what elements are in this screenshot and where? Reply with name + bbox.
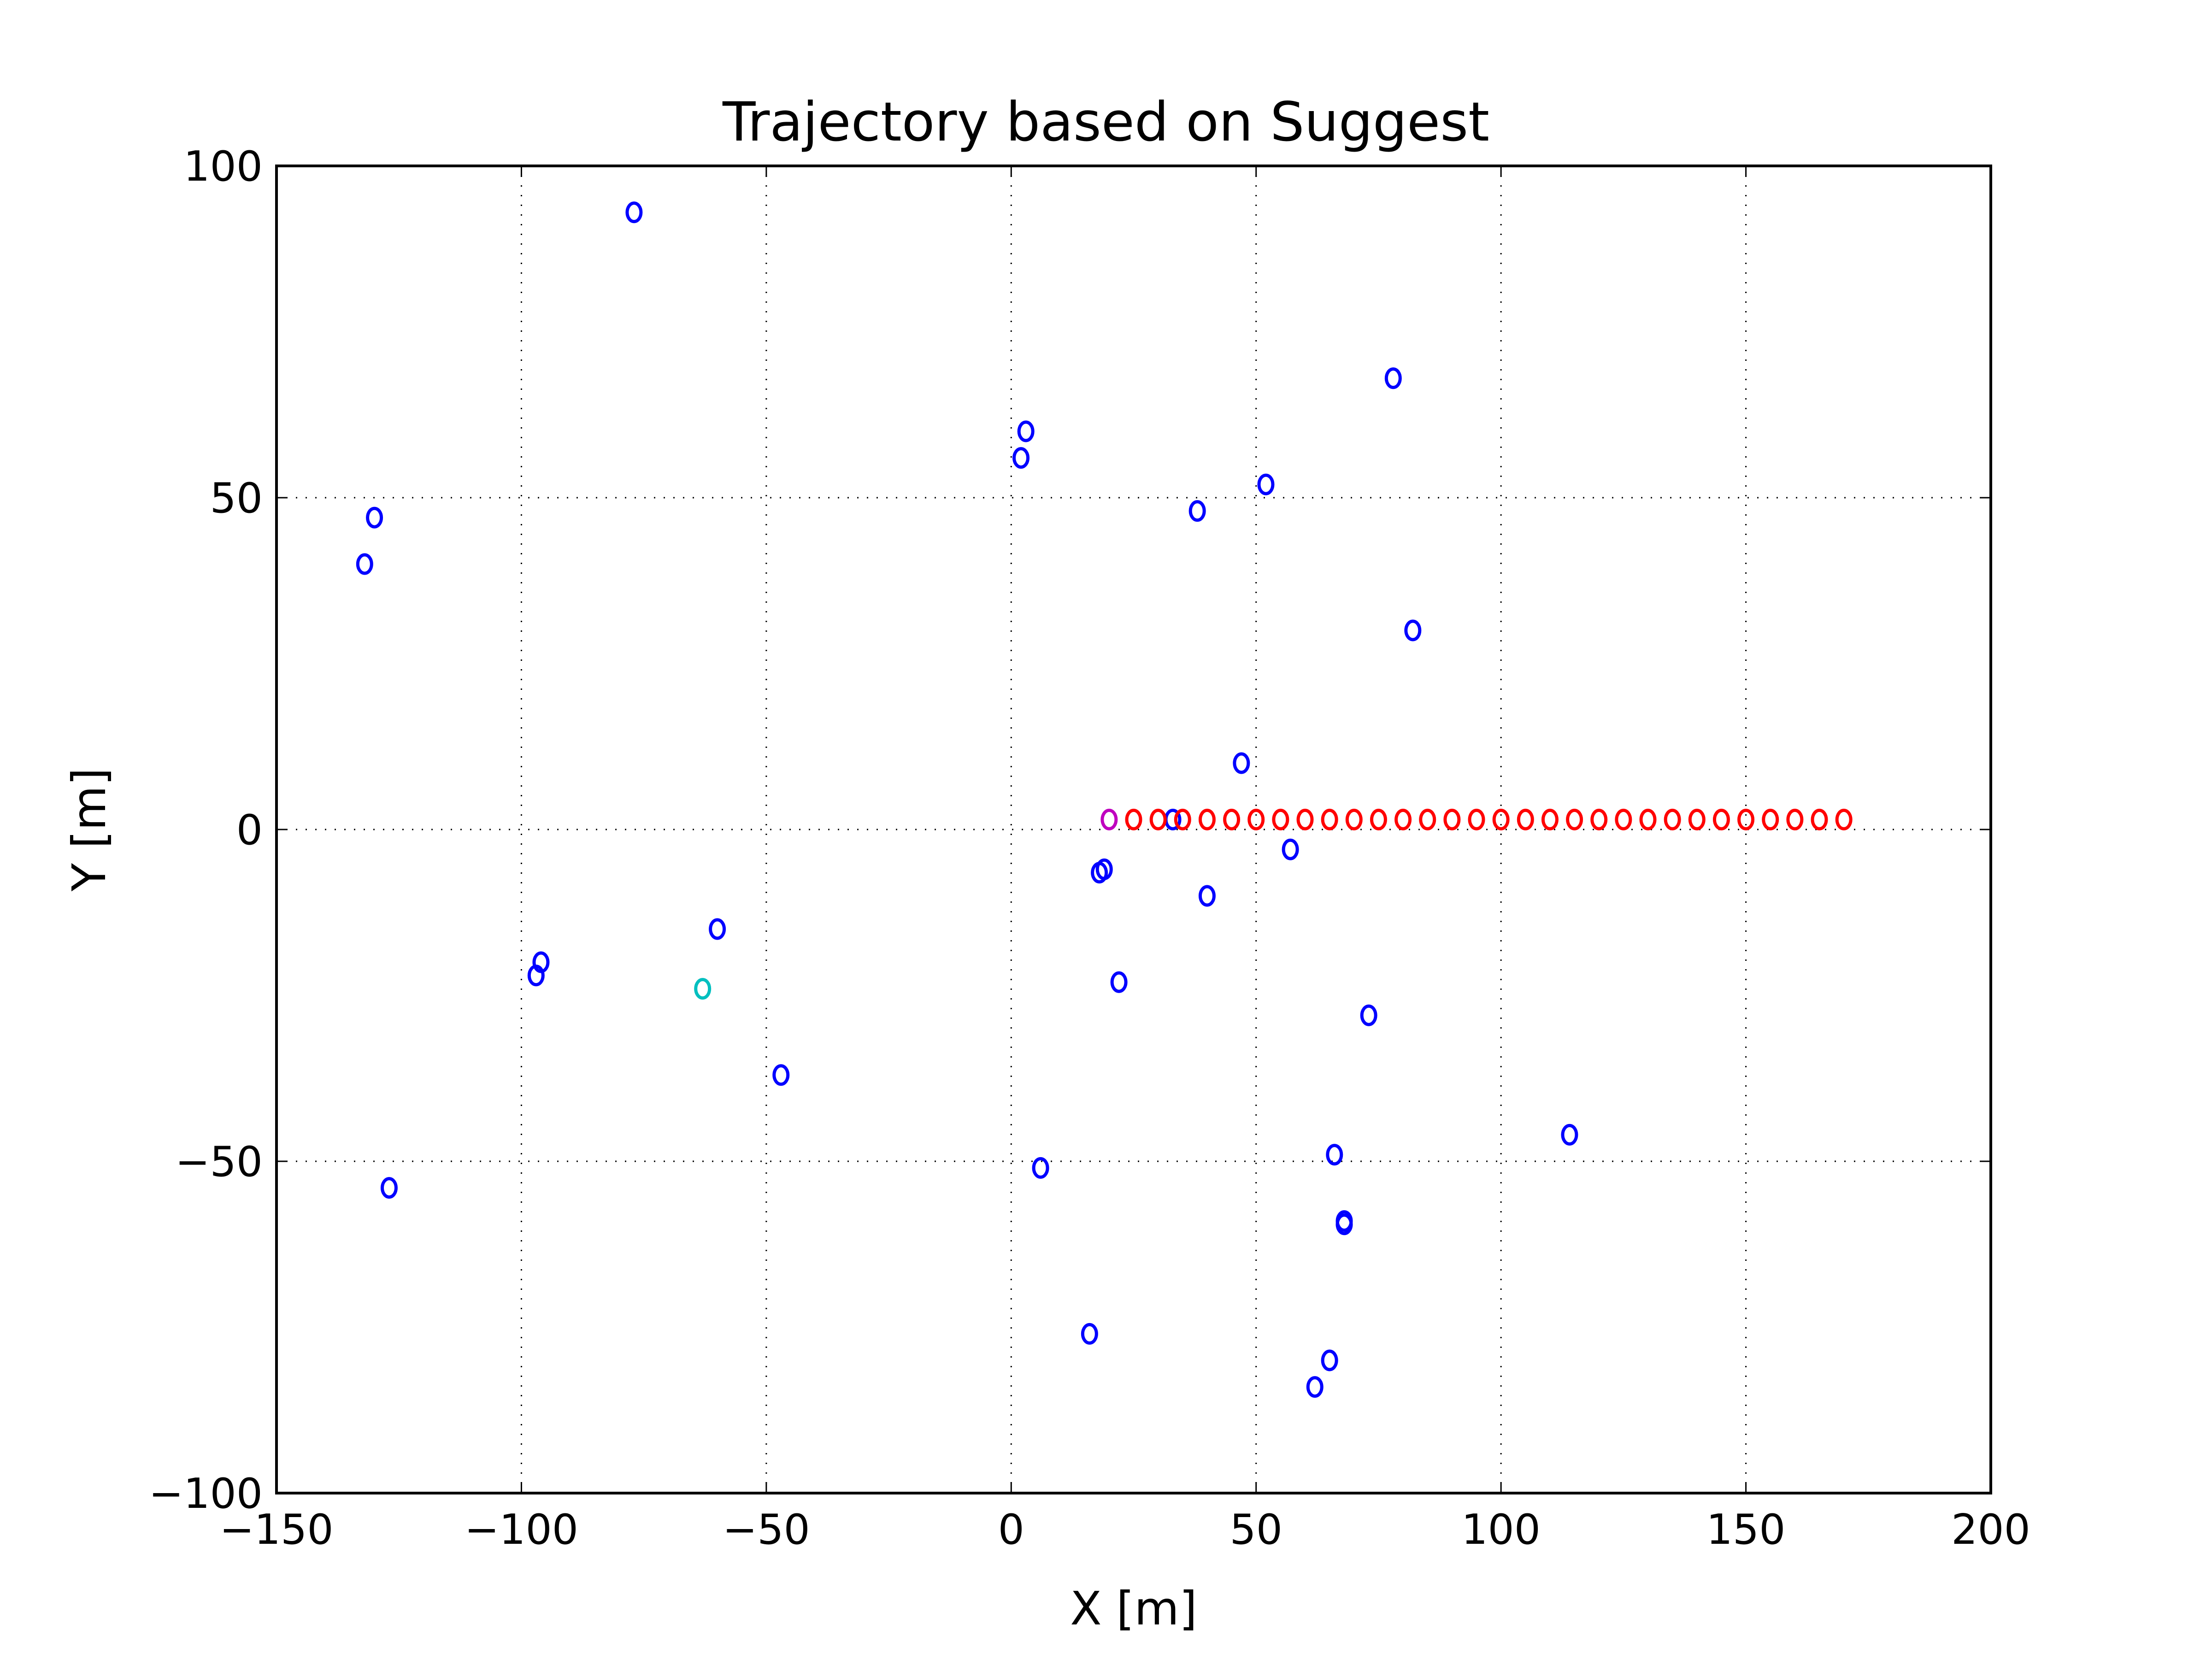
x-tick-label: 200 (1951, 1506, 2030, 1554)
data-point (1384, 367, 1402, 389)
y-tick-label: 0 (236, 806, 263, 854)
y-tick-label: 50 (210, 474, 263, 523)
data-point (694, 978, 712, 1000)
data-point (1198, 808, 1216, 830)
data-point (1017, 420, 1035, 442)
data-point (1468, 808, 1485, 830)
data-point (1712, 808, 1730, 830)
data-point (1688, 808, 1706, 830)
data-point (1100, 808, 1118, 830)
y-axis-label: Y [m] (62, 768, 116, 892)
x-tick-label: 150 (1706, 1506, 1786, 1554)
data-point (1664, 808, 1681, 830)
data-point (1345, 808, 1363, 830)
data-point (772, 1064, 790, 1086)
data-point (1762, 808, 1779, 830)
y-tick-label: 100 (183, 142, 263, 191)
data-point (1174, 808, 1191, 830)
data-point (1615, 808, 1632, 830)
data-point (1517, 808, 1534, 830)
data-point (1282, 838, 1299, 860)
data-point (1223, 808, 1241, 830)
data-point (1032, 1157, 1049, 1179)
data-point (1811, 808, 1828, 830)
y-tick-label: −100 (149, 1470, 263, 1518)
data-point (1835, 808, 1853, 830)
y-tick-label: −50 (175, 1138, 263, 1186)
data-point (1541, 808, 1559, 830)
data-point (1419, 808, 1436, 830)
data-point (1296, 808, 1314, 830)
data-point (1404, 619, 1422, 641)
x-tick-label: 50 (1230, 1506, 1282, 1554)
data-point (1394, 808, 1412, 830)
x-axis-label: X [m] (1070, 1582, 1197, 1635)
data-point (1110, 971, 1128, 993)
x-tick-label: 0 (998, 1506, 1024, 1554)
data-point (380, 1177, 398, 1199)
data-point (1247, 808, 1265, 830)
data-markers (356, 201, 1853, 1398)
x-tick-label: −50 (723, 1506, 810, 1554)
data-point (1443, 808, 1461, 830)
data-point (1198, 885, 1216, 907)
data-point (356, 553, 373, 575)
data-point (1306, 1376, 1324, 1398)
data-point (1639, 808, 1657, 830)
data-point (1360, 1004, 1377, 1026)
data-point (1188, 500, 1206, 522)
data-point (1272, 808, 1289, 830)
data-point (1321, 1349, 1338, 1371)
data-point (1492, 808, 1510, 830)
data-point (1321, 808, 1338, 830)
data-point (1095, 858, 1113, 880)
x-tick-label: −100 (465, 1506, 578, 1554)
data-point (1370, 808, 1387, 830)
data-point (1590, 808, 1608, 830)
data-point (527, 965, 545, 987)
data-point (1081, 1323, 1098, 1345)
plot-frame (275, 165, 1992, 1494)
data-point (1012, 447, 1030, 469)
chart-title: Trajectory based on Suggest (722, 90, 1489, 153)
data-point (1561, 1124, 1578, 1146)
data-point (1125, 808, 1142, 830)
data-point (1786, 808, 1804, 830)
data-point (366, 506, 383, 529)
data-point (1149, 808, 1167, 830)
x-tick-label: −150 (219, 1506, 333, 1554)
x-tick-label: 100 (1461, 1506, 1541, 1554)
data-point (1257, 473, 1275, 495)
data-point (1335, 1213, 1353, 1235)
data-point (1326, 1144, 1343, 1166)
data-point (625, 201, 643, 224)
data-point (1233, 752, 1250, 774)
data-point (1737, 808, 1755, 830)
data-point (1566, 808, 1583, 830)
data-point (709, 918, 726, 940)
